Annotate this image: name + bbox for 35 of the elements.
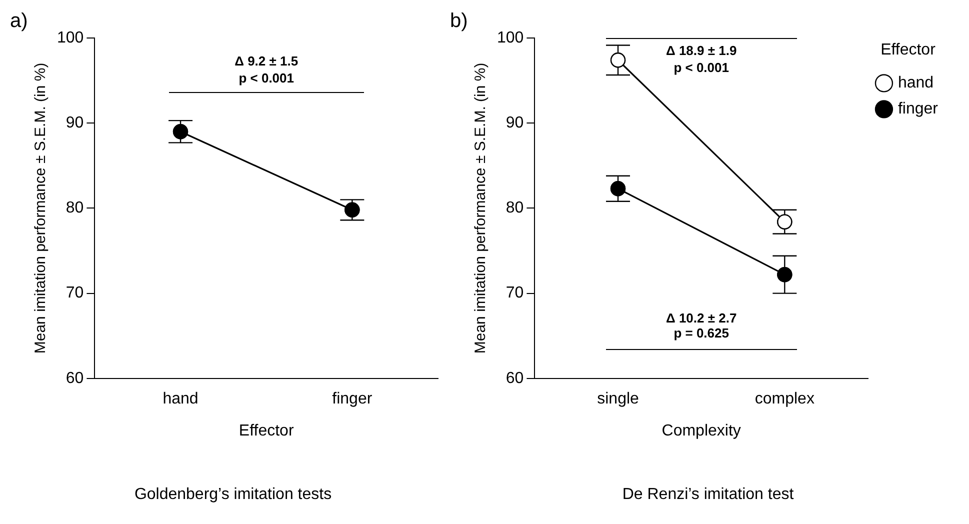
x-axis-title: Complexity [662,422,741,440]
legend-label: hand [898,74,934,92]
x-tick-label: finger [332,390,373,408]
annotation: p < 0.001 [674,60,729,76]
legend-title: Effector [880,41,936,58]
annotation: Δ 9.2 ± 1.5 [234,53,298,68]
y-tick-label: 70 [66,284,84,302]
y-tick-label: 100 [56,29,84,46]
point [777,214,792,230]
point [777,266,792,282]
annotation: Δ 18.9 ± 1.9 [666,43,737,58]
annotation: Δ 10.2 ± 2.7 [666,310,737,326]
y-axis-title: Mean imitation performance ± S.E.M. (in %) [32,62,50,354]
y-tick-label: 60 [66,370,84,387]
y-tick-label: 90 [506,114,524,132]
text: b) [450,10,468,33]
point [610,52,626,68]
y-tick-label: 100 [496,29,524,46]
y-tick-label: 70 [506,284,524,302]
y-tick-label: 80 [506,200,524,217]
annotation: p = 0.625 [674,326,729,341]
text: a) [10,10,28,33]
text: Goldenberg’s imitation tests [134,486,332,503]
x-tick-label: single [597,390,640,408]
x-axis-title: Effector [238,422,294,440]
point [610,181,626,196]
y-tick-label: 90 [66,114,84,132]
legend-label: finger [898,100,939,118]
y-tick-label: 80 [66,200,84,217]
x-tick-label: hand [162,390,198,408]
text: De Renzi’s imitation test [622,486,794,503]
annotation: p < 0.001 [238,70,294,86]
y-tick-label: 60 [506,370,524,387]
y-axis-title: Mean imitation performance ± S.E.M. (in %) [472,62,490,354]
x-tick-label: complex [754,390,814,408]
